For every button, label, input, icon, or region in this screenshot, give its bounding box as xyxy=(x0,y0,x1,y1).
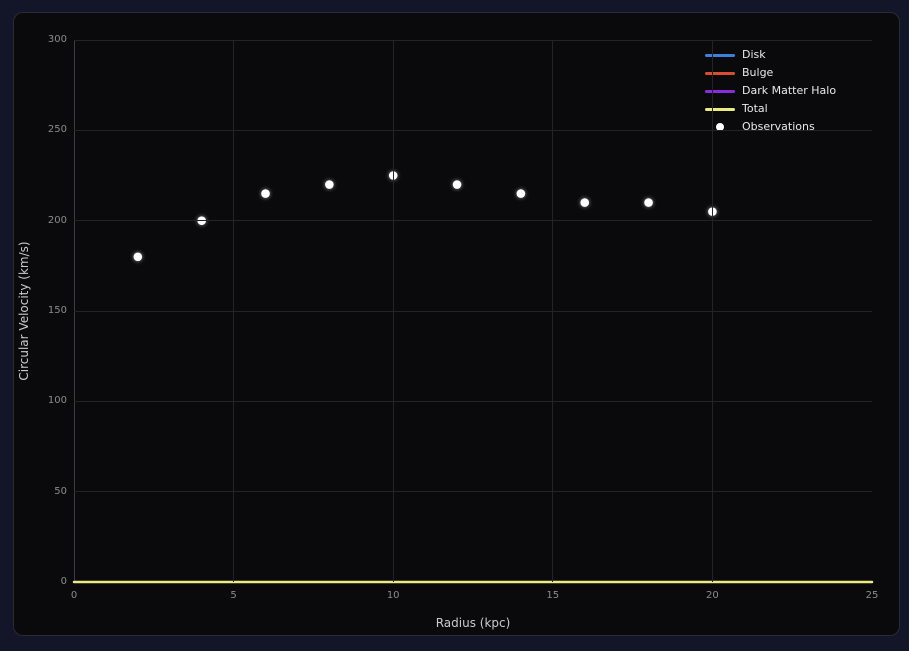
y-tick-label: 0 xyxy=(60,576,67,587)
legend-entry: Disk xyxy=(705,46,836,64)
x-tick-label: 20 xyxy=(706,590,719,601)
legend-entry: Observations xyxy=(705,118,836,136)
legend-label: Disk xyxy=(742,48,766,61)
y-tick-label: 100 xyxy=(47,395,67,407)
data-point xyxy=(644,198,653,207)
legend-label: Dark Matter Halo xyxy=(742,84,837,97)
marker-icon xyxy=(716,123,724,131)
h-gridline xyxy=(74,310,872,312)
v-gridline xyxy=(711,40,713,582)
chart-canvas xyxy=(72,171,874,584)
h-gridline xyxy=(74,129,872,131)
plot-area: Radius (kpc) Circular Velocity (km/s) Di… xyxy=(17,34,878,630)
v-gridline xyxy=(392,40,394,582)
legend-line-swatch xyxy=(705,82,735,100)
legend-label: Total xyxy=(742,102,768,115)
legend-label: Observations xyxy=(742,120,815,133)
legend-line-swatch xyxy=(705,64,735,82)
data-point xyxy=(325,180,334,189)
y-axis-title: Circular Velocity (km/s) xyxy=(17,241,31,381)
v-gridline xyxy=(552,40,554,582)
y-tick-label: 50 xyxy=(54,485,67,497)
data-point xyxy=(580,198,590,207)
line-icon xyxy=(705,107,735,111)
y-tick-label: 250 xyxy=(47,124,67,136)
data-point xyxy=(516,189,526,198)
legend-line-swatch xyxy=(705,100,735,118)
y-tick-label: 150 xyxy=(47,305,67,316)
x-tick-label: 10 xyxy=(386,590,400,601)
v-gridline xyxy=(233,40,235,582)
legend-label: Bulge xyxy=(742,66,774,79)
data-point xyxy=(261,189,270,198)
x-tick-label: 25 xyxy=(865,590,879,601)
scatter-series-observations xyxy=(133,171,717,262)
x-axis-title: Radius (kpc) xyxy=(435,616,511,630)
line-icon xyxy=(705,53,735,57)
h-gridline xyxy=(74,220,872,222)
legend-marker-swatch xyxy=(705,118,735,136)
legend: Disk Bulge Dark Matter Halo Total Observatio… xyxy=(705,46,836,136)
x-tick-label: 0 xyxy=(70,590,78,601)
h-gridline xyxy=(74,39,872,41)
line-icon xyxy=(705,89,735,93)
y-tick-label: 300 xyxy=(47,34,67,45)
y-tick-label: 200 xyxy=(47,214,67,226)
x-tick-label: 15 xyxy=(546,590,560,601)
x-tick-label: 5 xyxy=(230,590,237,601)
data-point xyxy=(452,180,462,189)
line-icon xyxy=(705,71,735,75)
h-gridline xyxy=(74,491,872,493)
h-gridline xyxy=(74,400,872,402)
legend-entry: Dark Matter Halo xyxy=(705,82,836,100)
legend-entry: Bulge xyxy=(705,64,836,82)
legend-entry: Total xyxy=(705,100,836,118)
figure-card: Radius (kpc) Circular Velocity (km/s) Di… xyxy=(13,12,900,636)
data-point xyxy=(133,252,143,262)
legend-line-swatch xyxy=(705,46,735,64)
